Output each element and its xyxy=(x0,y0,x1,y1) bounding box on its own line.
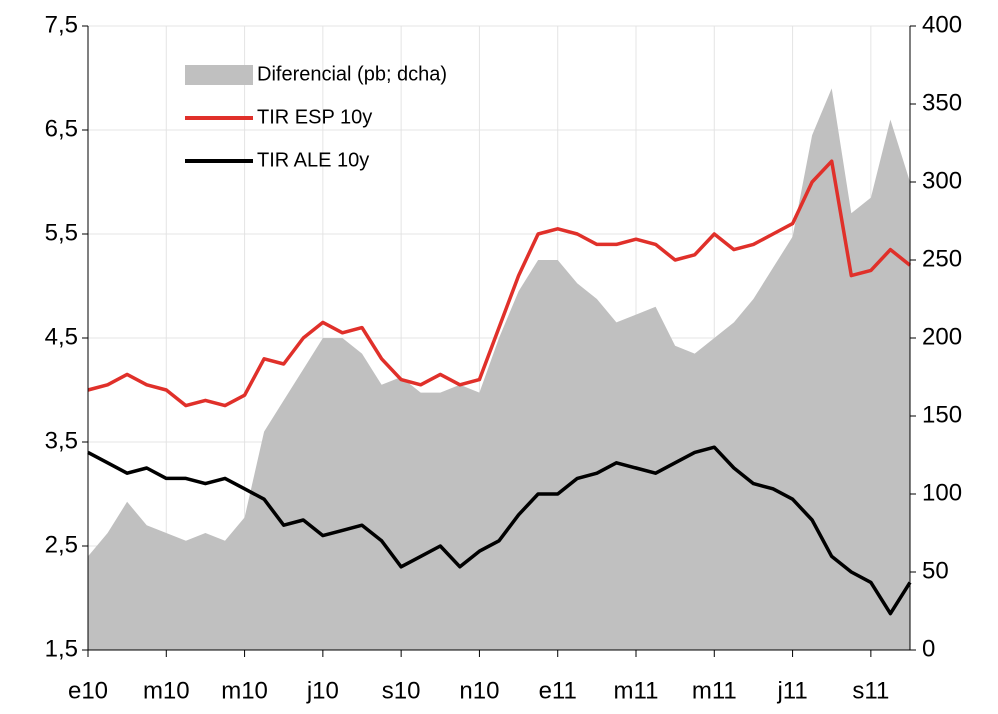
y2-tick-label: 200 xyxy=(922,323,962,350)
x-tick-label: m11 xyxy=(614,677,659,704)
x-tick-label: n10 xyxy=(459,677,499,704)
legend-swatch xyxy=(185,65,253,85)
x-tick-label: e11 xyxy=(539,677,577,704)
x-tick-label: s11 xyxy=(852,677,889,704)
y2-tick-label: 50 xyxy=(922,557,949,584)
y2-tick-label: 250 xyxy=(922,245,962,272)
y2-tick-label: 0 xyxy=(922,635,935,662)
y-tick-label: 1,5 xyxy=(45,635,78,662)
x-tick-label: j11 xyxy=(776,677,807,704)
x-tick-label: s10 xyxy=(382,677,421,704)
legend-label: Diferencial (pb; dcha) xyxy=(257,63,447,85)
y2-tick-label: 150 xyxy=(922,401,962,428)
area xyxy=(88,88,910,650)
y-tick-label: 5,5 xyxy=(45,219,78,246)
legend-label: TIR ESP 10y xyxy=(257,106,372,128)
x-tick-label: e10 xyxy=(68,677,108,704)
legend-label: TIR ALE 10y xyxy=(257,149,369,171)
y-tick-label: 4,5 xyxy=(45,323,78,350)
y-tick-label: 6,5 xyxy=(45,115,78,142)
x-tick-label: m10 xyxy=(143,677,190,704)
plot-area xyxy=(87,88,912,650)
axes: 1,5 2,5 3,5 4,5 5,5 6,5 7,5 0 50 100 150 200 250 300 3… xyxy=(45,11,962,704)
line xyxy=(87,445,912,616)
y-tick-label: 3,5 xyxy=(45,427,78,454)
y2-tick-label: 100 xyxy=(922,479,962,506)
x-tick-label: m11 xyxy=(692,677,737,704)
y2-tick-label: 350 xyxy=(922,89,962,116)
x-tick-label: m10 xyxy=(221,677,268,704)
y2-tick-label: 400 xyxy=(922,11,962,38)
x-tick-label: j10 xyxy=(306,677,339,704)
y2-tick-label: 300 xyxy=(922,167,962,194)
line xyxy=(87,159,912,408)
y-tick-label: 2,5 xyxy=(45,531,78,558)
legend: Diferencial (pb; dcha) TIR ESP 10y TIR ALE… xyxy=(185,63,447,171)
y-tick-label: 7,5 xyxy=(45,11,78,38)
